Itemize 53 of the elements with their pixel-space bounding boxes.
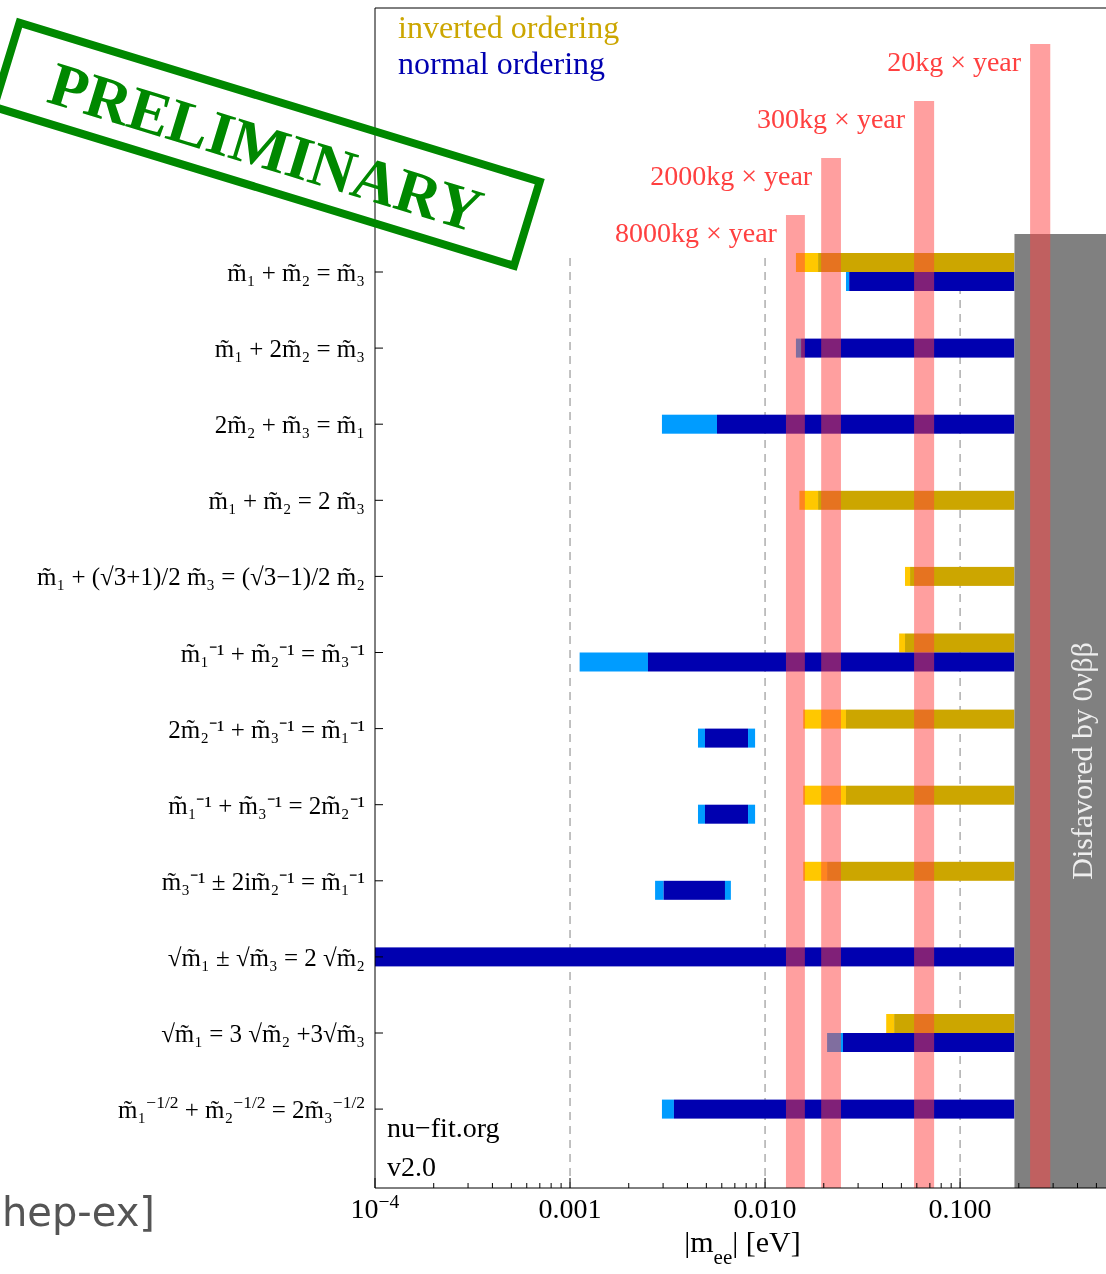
y-tick-label: m̃₁ + 2m̃₂ = m̃₃ [214, 335, 365, 363]
band-label: Disfavored by 0νββ [1065, 642, 1098, 880]
y-tick-label: 2m̃₂ + m̃₃ = m̃₁ [214, 411, 365, 439]
x-tick-label: 0.100 [928, 1193, 992, 1224]
bar [845, 272, 850, 291]
x-tick-label: 0.001 [538, 1193, 602, 1224]
bar [655, 880, 664, 900]
bar [647, 652, 1015, 672]
y-tick-label: m̃₃⁻¹ ± 2im̃₂⁻¹ = m̃₁⁻¹ [161, 867, 365, 895]
bar [818, 253, 1015, 272]
bar [905, 633, 1015, 653]
bar [795, 253, 819, 272]
bar [827, 1033, 843, 1052]
bar [663, 880, 725, 900]
bar [843, 1033, 1015, 1052]
band-label: 2000kg × year [650, 160, 813, 191]
annotation: v2.0 [387, 1151, 436, 1182]
x-axis-title: |m$_{ee}$| [eV] [684, 1225, 801, 1269]
y-tick-label: m̃₁ + m̃₂ = m̃₃ [227, 259, 365, 286]
x-tick-label: 10$^{−4}$ [350, 1190, 400, 1224]
bar [894, 1014, 1015, 1033]
bar [697, 804, 705, 824]
y-tick-label: m̃₁ + m̃₂ = 2 m̃₃ [208, 487, 365, 515]
x-tick-label: 0.010 [733, 1193, 797, 1224]
bar [803, 785, 846, 805]
bar [724, 880, 731, 900]
y-tick-label: m̃₁ + (√3+1)/2 m̃₃ = (√3−1)/2 m̃₂ [36, 563, 365, 592]
bar [803, 709, 846, 729]
y-tick-label: m̃₁$^{−1/2}$ + m̃₂$^{−1/2}$ = 2m̃₃$^{−1/2}$ [118, 1092, 365, 1124]
text: hep-ex] [2, 1189, 155, 1235]
band-label: 8000kg × year [614, 217, 778, 248]
bar [704, 804, 749, 824]
band-label: 300kg × year [757, 103, 906, 134]
band-label: 20kg × year [887, 46, 1022, 77]
bar [849, 272, 1015, 291]
y-tick-label: √m̃₁ ± √m̃₃ = 2 √m̃₂ [167, 943, 365, 971]
bar [697, 728, 705, 748]
bar [899, 633, 906, 653]
bar [845, 785, 1015, 805]
y-tick-label: √m̃₁ = 3 √m̃₂ +3√m̃₃ [161, 1020, 365, 1047]
y-tick-label: m̃₁⁻¹ + m̃₂⁻¹ = m̃₃⁻¹ [180, 639, 365, 667]
annotation: nu−fit.org [387, 1112, 500, 1143]
bar [579, 652, 648, 672]
bar [827, 861, 1015, 881]
bar [886, 1014, 895, 1033]
y-tick-label: 2m̃₂⁻¹ + m̃₃⁻¹ = m̃₁⁻¹ [168, 715, 365, 743]
text: inverted ordering [398, 9, 620, 45]
bar [748, 728, 756, 748]
bar [845, 709, 1015, 729]
bar [704, 728, 749, 748]
bar [803, 861, 828, 881]
bar [748, 804, 756, 824]
y-tick-label: m̃₁⁻¹ + m̃₃⁻¹ = 2m̃₂⁻¹ [168, 791, 365, 819]
